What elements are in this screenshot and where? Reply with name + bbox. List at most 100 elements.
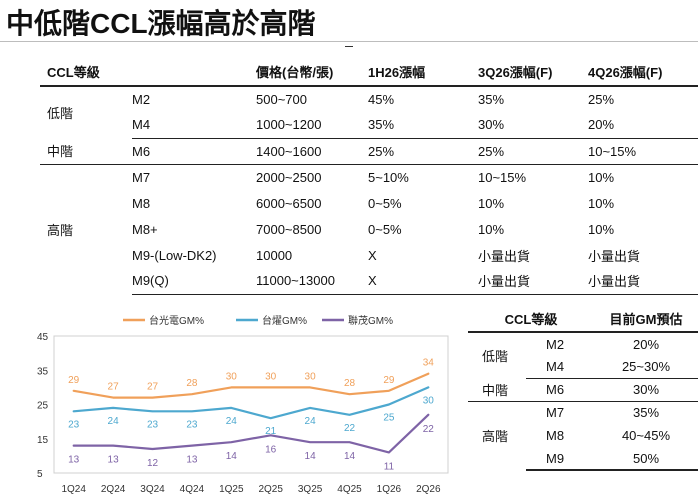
data-label: 13	[68, 455, 80, 466]
data-label: 14	[305, 451, 317, 462]
table-cell: 35%	[632, 405, 660, 421]
data-label: 30	[423, 395, 435, 406]
table-cell: 35%	[478, 92, 505, 107]
series-line	[72, 413, 430, 454]
legend-label: 聯茂GM%	[348, 314, 393, 327]
table-row: M4 25~30%	[468, 355, 698, 379]
x-tick-label: 1Q26	[377, 484, 402, 495]
table-cell: 500~700	[256, 92, 307, 107]
table-cell: M4	[132, 112, 256, 139]
x-tick-label: 4Q24	[180, 484, 205, 495]
data-label: 29	[383, 375, 395, 386]
header-blank	[132, 58, 256, 87]
table-cell: 20%	[588, 112, 698, 139]
data-label: 30	[305, 371, 317, 382]
data-label: 16	[265, 444, 277, 455]
header-grade: CCL等級	[40, 58, 132, 87]
header-1h26: 1H26漲幅	[368, 58, 478, 87]
table-cell: 小量出貨	[588, 268, 698, 295]
table-cell: 25%	[368, 138, 478, 165]
data-label: 13	[186, 455, 198, 466]
data-label: 24	[305, 416, 317, 427]
legend-label: 台光電GM%	[149, 314, 204, 327]
data-label: 22	[423, 424, 435, 435]
table-cell: 0~5%	[368, 221, 402, 237]
data-label: 22	[344, 423, 356, 434]
table-cell: 5~10%	[368, 169, 409, 185]
table-cell: 小量出貨	[588, 248, 641, 264]
table-cell: 7000~8500	[256, 221, 322, 237]
series-line	[72, 386, 430, 420]
table-cell: M8	[132, 195, 151, 211]
data-label: 23	[147, 419, 159, 430]
data-label: 30	[265, 371, 277, 382]
table-cell: 1000~1200	[256, 112, 368, 139]
gm-header-grade: CCL等級	[468, 306, 594, 333]
x-tick-label: 1Q24	[61, 484, 86, 495]
table-row: M9 50%	[468, 447, 698, 471]
header-4q26: 4Q26漲幅(F)	[588, 58, 698, 87]
table-row: M8 6000~6500 0~5% 10% 10%	[40, 190, 698, 216]
table-cell: 40~45%	[621, 428, 671, 443]
x-tick-label: 4Q25	[337, 484, 362, 495]
table-cell: 20%	[632, 336, 660, 352]
gm-group-mid: 中階	[468, 378, 526, 402]
table-row: M8+ 7000~8500 0~5% 10% 10%	[40, 216, 698, 242]
data-label: 28	[186, 378, 198, 389]
header-price: 價格(台幣/張)	[256, 58, 368, 87]
y-tick-label: 45	[37, 332, 49, 343]
table-cell: 10%	[588, 195, 615, 211]
group-label-high: 高階	[47, 222, 74, 238]
table-cell: 10%	[478, 221, 505, 237]
group-label-mid: 中階	[40, 138, 132, 165]
chart-svg: 5 15 25 35 45 1Q24 2Q24 3Q24 4Q24 1Q25 2Q25 3Q25 4Q2…	[37, 314, 449, 495]
table-cell: 50%	[594, 447, 698, 471]
data-label: 12	[147, 458, 159, 469]
data-label: 24	[226, 416, 238, 427]
data-label: 14	[226, 451, 238, 462]
table-row: 中階 M6 1400~1600 25% 25% 10~15%	[40, 138, 698, 165]
data-label: 29	[68, 375, 80, 386]
data-label: 28	[344, 378, 356, 389]
data-label: 25	[383, 413, 395, 424]
x-tick-label: 3Q24	[140, 484, 165, 495]
table-cell: M2	[132, 92, 151, 107]
table-cell: M6	[132, 138, 256, 165]
data-label: 23	[68, 419, 80, 430]
table-row: 高階 M7 2000~2500 5~10% 10~15% 10%	[40, 164, 698, 238]
table-cell: 30%	[594, 378, 698, 402]
table-cell: 小量出貨	[478, 248, 531, 264]
series-line	[72, 372, 430, 399]
table-cell: 10%	[478, 195, 505, 211]
table-cell: M7	[546, 405, 565, 421]
data-label: 11	[384, 461, 395, 472]
table-cell: 2000~2500	[256, 169, 322, 185]
table-cell: 25~30%	[594, 355, 698, 379]
y-tick-label: 15	[37, 435, 49, 446]
table-cell: 25%	[588, 92, 615, 107]
table-row: M8 40~45%	[468, 424, 698, 447]
gm-group-high: 高階	[482, 429, 509, 445]
data-label: 23	[186, 419, 198, 430]
table-cell: M8+	[132, 221, 158, 237]
data-label: 27	[147, 382, 159, 393]
data-label: 21	[265, 426, 277, 437]
plot-area-frame	[53, 335, 449, 474]
x-tick-label: 3Q25	[298, 484, 323, 495]
ccl-price-table: CCL等級 價格(台幣/張) 1H26漲幅 3Q26漲幅(F) 4Q26漲幅(F…	[40, 58, 698, 295]
x-tick-label: 2Q24	[101, 484, 126, 495]
table-cell: M9(Q)	[132, 268, 256, 295]
table-cell: M2	[546, 336, 565, 352]
x-tick-label: 2Q25	[258, 484, 283, 495]
table-cell: 11000~13000	[256, 268, 368, 295]
x-tick-label: 1Q25	[219, 484, 244, 495]
table-cell: 10~15%	[588, 138, 698, 165]
gm-line-chart: 5 15 25 35 45 1Q24 2Q24 3Q24 4Q24 1Q25 2Q25 3Q25 4Q2…	[0, 306, 458, 502]
table-cell: 45%	[368, 92, 395, 107]
data-label: 27	[108, 382, 120, 393]
table-cell: 10000	[256, 247, 293, 263]
y-tick-label: 25	[37, 401, 49, 412]
data-label: 14	[344, 451, 356, 462]
table-cell: M9-(Low-DK2)	[132, 247, 217, 263]
table-cell: X	[368, 247, 377, 263]
